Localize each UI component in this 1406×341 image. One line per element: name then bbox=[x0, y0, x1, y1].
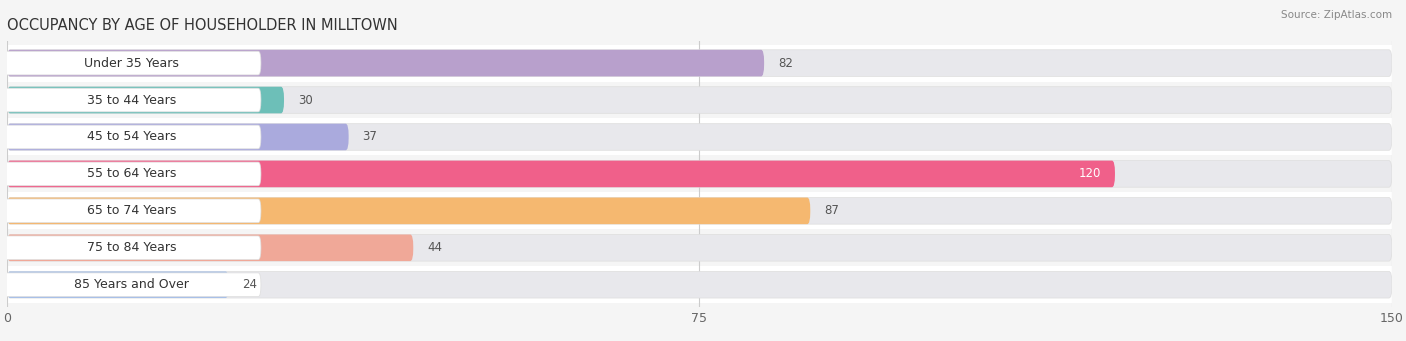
FancyBboxPatch shape bbox=[7, 229, 1392, 266]
Text: 37: 37 bbox=[363, 131, 377, 144]
Text: 35 to 44 Years: 35 to 44 Years bbox=[87, 93, 176, 106]
FancyBboxPatch shape bbox=[3, 125, 262, 149]
FancyBboxPatch shape bbox=[3, 51, 262, 75]
FancyBboxPatch shape bbox=[7, 271, 229, 298]
Text: 82: 82 bbox=[778, 57, 793, 70]
FancyBboxPatch shape bbox=[7, 50, 763, 76]
Text: 87: 87 bbox=[824, 204, 839, 217]
Text: 65 to 74 Years: 65 to 74 Years bbox=[87, 204, 176, 217]
Text: 44: 44 bbox=[427, 241, 441, 254]
Text: 75 to 84 Years: 75 to 84 Years bbox=[87, 241, 176, 254]
Text: Source: ZipAtlas.com: Source: ZipAtlas.com bbox=[1281, 10, 1392, 20]
FancyBboxPatch shape bbox=[7, 235, 413, 261]
FancyBboxPatch shape bbox=[7, 124, 1392, 150]
FancyBboxPatch shape bbox=[7, 271, 1392, 298]
FancyBboxPatch shape bbox=[7, 235, 1392, 261]
FancyBboxPatch shape bbox=[3, 273, 262, 297]
FancyBboxPatch shape bbox=[7, 161, 1115, 187]
FancyBboxPatch shape bbox=[7, 124, 349, 150]
FancyBboxPatch shape bbox=[7, 266, 1392, 303]
Text: Under 35 Years: Under 35 Years bbox=[84, 57, 179, 70]
FancyBboxPatch shape bbox=[7, 87, 1392, 113]
FancyBboxPatch shape bbox=[7, 192, 1392, 229]
Text: 30: 30 bbox=[298, 93, 312, 106]
FancyBboxPatch shape bbox=[7, 50, 1392, 76]
Text: 55 to 64 Years: 55 to 64 Years bbox=[87, 167, 176, 180]
FancyBboxPatch shape bbox=[7, 161, 1392, 187]
FancyBboxPatch shape bbox=[7, 87, 284, 113]
Text: 120: 120 bbox=[1078, 167, 1101, 180]
FancyBboxPatch shape bbox=[7, 155, 1392, 192]
FancyBboxPatch shape bbox=[3, 199, 262, 223]
Text: 24: 24 bbox=[242, 278, 257, 291]
FancyBboxPatch shape bbox=[7, 197, 810, 224]
FancyBboxPatch shape bbox=[3, 162, 262, 186]
FancyBboxPatch shape bbox=[7, 45, 1392, 81]
Text: 45 to 54 Years: 45 to 54 Years bbox=[87, 131, 176, 144]
Text: OCCUPANCY BY AGE OF HOUSEHOLDER IN MILLTOWN: OCCUPANCY BY AGE OF HOUSEHOLDER IN MILLT… bbox=[7, 18, 398, 33]
FancyBboxPatch shape bbox=[7, 81, 1392, 119]
FancyBboxPatch shape bbox=[3, 236, 262, 260]
FancyBboxPatch shape bbox=[7, 119, 1392, 155]
FancyBboxPatch shape bbox=[3, 88, 262, 112]
FancyBboxPatch shape bbox=[7, 197, 1392, 224]
Text: 85 Years and Over: 85 Years and Over bbox=[75, 278, 190, 291]
